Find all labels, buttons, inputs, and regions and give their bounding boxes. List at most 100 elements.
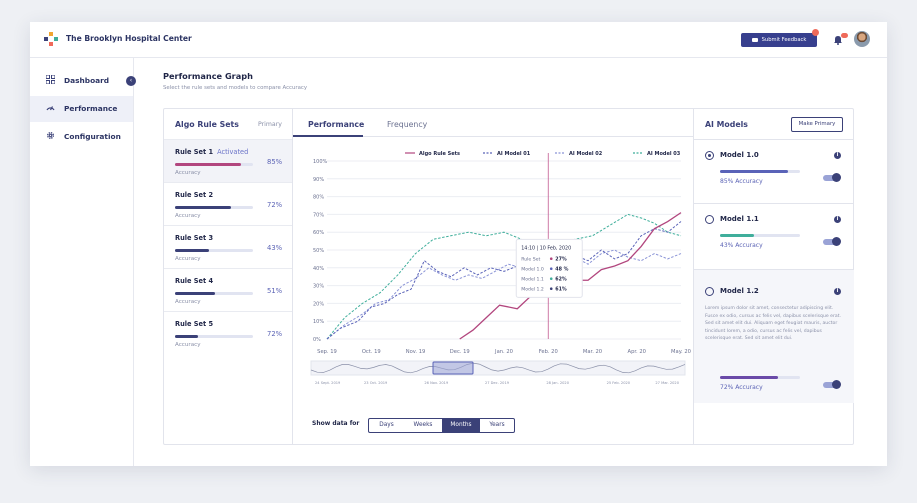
tooltip-label: Model 1.2 — [521, 286, 544, 292]
tooltip-dot — [549, 287, 553, 291]
accuracy-label: Accuracy — [175, 213, 201, 219]
brush-date-label: 27 Dec. 2019 — [485, 381, 510, 385]
model-card-1-0[interactable]: Model 1.0 i 85% Accuracy — [694, 139, 854, 204]
sidebar-item-label: Dashboard — [64, 76, 110, 85]
performance-chart[interactable]: Algo Rule Sets AI Model 01 AI Model 02 AI M… — [293, 139, 693, 409]
algo-rule-sets-title: Algo Rule Sets — [175, 120, 239, 129]
x-tick-label: Dec. 19 — [450, 349, 470, 355]
accuracy-label: Accuracy — [175, 170, 201, 176]
x-tick-label: Oct. 19 — [362, 349, 381, 355]
rule-set-row[interactable]: Rule Set 5 72% Accuracy — [164, 311, 292, 354]
rule-accuracy-pct: 85% — [267, 158, 283, 166]
model-accuracy: 85% Accuracy — [720, 178, 763, 185]
page-subtitle: Select the rule sets and models to compa… — [163, 85, 308, 91]
model-card-1-2[interactable]: Model 1.2 i Lorem ipsum dolor sit amet, … — [694, 269, 854, 403]
chart-panel: Performance Frequency Algo Rule Sets AI M… — [293, 109, 693, 444]
model-card-1-1[interactable]: Model 1.1 i 43% Accuracy — [694, 203, 854, 270]
gauge-icon — [46, 106, 55, 111]
rule-set-label: Rule Set 4 — [175, 277, 214, 285]
x-tick-label: May. 20 — [671, 349, 691, 355]
x-tick-label: Feb. 20 — [539, 349, 558, 355]
sidebar-item-configuration[interactable]: Configuration — [30, 124, 133, 150]
rule-set-row[interactable]: Rule Set 3 43% Accuracy — [164, 225, 292, 268]
model-accuracy: 72% Accuracy — [720, 384, 763, 391]
x-tick-label: Nov. 19 — [406, 349, 426, 355]
user-avatar[interactable] — [854, 31, 870, 47]
range-option-years[interactable]: Years — [489, 422, 505, 428]
make-primary-button[interactable]: Make Primary — [791, 117, 843, 132]
model-radio[interactable] — [705, 151, 714, 160]
rule-accuracy-fill — [175, 249, 209, 252]
y-tick-label: 50% — [313, 248, 324, 254]
tab-performance[interactable]: Performance — [308, 120, 365, 129]
message-icon — [751, 37, 758, 42]
tooltip-value: 27% — [555, 256, 567, 262]
y-tick-label: 20% — [313, 301, 324, 307]
info-icon[interactable]: i — [834, 288, 841, 295]
model-radio[interactable] — [705, 215, 714, 224]
accuracy-label: Accuracy — [175, 299, 201, 305]
legend-label: Algo Rule Sets — [419, 151, 460, 157]
rule-accuracy-bar — [175, 206, 253, 209]
top-bar: The Brooklyn Hospital Center Submit Feed… — [30, 22, 887, 58]
model-toggle[interactable] — [823, 237, 841, 246]
x-tick-label: Apr. 20 — [628, 349, 646, 355]
tab-divider — [293, 136, 693, 137]
hospital-logo-icon — [44, 32, 58, 46]
tab-frequency[interactable]: Frequency — [387, 120, 428, 129]
range-option-months[interactable]: Months — [442, 419, 480, 432]
model-toggle[interactable] — [823, 173, 841, 182]
x-tick-label: Mar. 20 — [583, 349, 602, 355]
info-icon[interactable]: i — [834, 152, 841, 159]
tooltip-value: 62% — [555, 276, 567, 282]
model-accuracy-bar — [720, 234, 800, 237]
rule-accuracy-pct: 72% — [267, 201, 283, 209]
activated-label: Activated — [217, 148, 249, 156]
x-tick-label: Jan. 20 — [494, 349, 513, 355]
tooltip-label: Model 1.0 — [521, 266, 544, 272]
accuracy-label: Accuracy — [175, 342, 201, 348]
model-radio[interactable] — [705, 287, 714, 296]
brush-window[interactable] — [432, 361, 474, 375]
tooltip-value: 48 % — [555, 266, 568, 272]
legend-label: AI Model 01 — [497, 151, 531, 157]
model-toggle[interactable] — [823, 380, 841, 389]
feedback-badge — [812, 29, 819, 36]
y-tick-label: 100% — [313, 159, 328, 165]
sidebar-item-dashboard[interactable]: Dashboard ‹ — [30, 68, 136, 94]
app-window: The Brooklyn Hospital Center Submit Feed… — [30, 22, 887, 466]
sidebar-item-label: Performance — [64, 104, 118, 113]
y-tick-label: 10% — [313, 319, 324, 325]
range-option-days[interactable]: Days — [379, 422, 394, 428]
sidebar-item-performance[interactable]: Performance — [30, 96, 133, 122]
brush-date-label: 24 Sept. 2019 — [315, 381, 341, 385]
range-option-weeks[interactable]: Weeks — [413, 422, 433, 428]
legend-label: AI Model 02 — [569, 151, 603, 157]
rule-accuracy-bar — [175, 335, 253, 338]
rule-set-row[interactable]: Rule Set 4 51% Accuracy — [164, 268, 292, 311]
tooltip-title: 14:10 | 10 Feb, 2020 — [521, 245, 571, 251]
gear-icon — [47, 132, 54, 139]
sidebar: Dashboard ‹ Performance Configuration — [30, 58, 136, 466]
info-icon[interactable]: i — [834, 216, 841, 223]
rule-set-label: Rule Set 2 — [175, 191, 214, 199]
algo-rule-sets-panel: Algo Rule Sets Primary Rule Set 1 Activat… — [164, 109, 293, 444]
brush-date-label: 23 Oct. 2019 — [364, 381, 388, 385]
model-description: Lorem ipsum dolor sit amet, consectetur … — [705, 306, 841, 342]
submit-feedback-label: Submit Feedback — [761, 37, 807, 43]
y-tick-label: 70% — [313, 212, 324, 218]
rule-set-label: Rule Set 3 — [175, 234, 214, 242]
rule-set-row[interactable]: Rule Set 2 72% Accuracy — [164, 182, 292, 225]
rule-set-label: Rule Set 1 — [175, 148, 214, 156]
app-title: The Brooklyn Hospital Center — [66, 34, 192, 43]
tooltip-label: Rule Set — [521, 256, 540, 262]
show-data-label: Show data for — [312, 420, 360, 427]
brush-sparkline — [310, 362, 686, 374]
bell-icon[interactable] — [833, 35, 843, 45]
rule-set-row[interactable]: Rule Set 1 Activated 85% Accuracy — [164, 139, 292, 182]
rule-accuracy-pct: 51% — [267, 287, 283, 295]
submit-feedback-button[interactable]: Submit Feedback — [741, 33, 817, 47]
brush-date-label: 25 Feb. 2020 — [607, 381, 631, 385]
collapse-sidebar-button[interactable]: ‹ — [126, 76, 136, 86]
accuracy-label: Accuracy — [175, 256, 201, 262]
